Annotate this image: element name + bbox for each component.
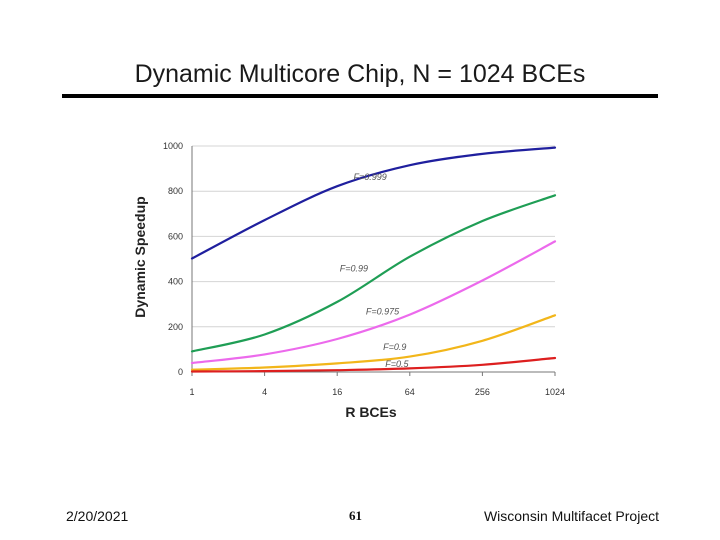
curve-label-f-0-975: F=0.975 — [366, 306, 400, 316]
x-axis-label: R BCEs — [345, 404, 397, 420]
y-tick-label: 1000 — [163, 141, 183, 151]
x-tick-label: 256 — [475, 387, 490, 397]
x-tick-label: 4 — [262, 387, 267, 397]
x-tick-label: 1 — [189, 387, 194, 397]
y-tick-label: 600 — [168, 231, 183, 241]
curve-annotations: F=0.999 F=0.99 F=0.975 F=0.9 F=0.5 — [340, 172, 410, 369]
x-tick-label: 1024 — [545, 387, 565, 397]
footer-date: 2/20/2021 — [66, 508, 129, 524]
series-line-f-0-9 — [190, 314, 557, 371]
curve-label-f-0-9: F=0.9 — [383, 342, 406, 352]
footer-project: Wisconsin Multifacet Project — [483, 508, 659, 524]
curve-label-f-0-5: F=0.5 — [385, 359, 409, 369]
y-tick-label: 800 — [168, 186, 183, 196]
curve-label-f-0-999: F=0.999 — [353, 172, 386, 182]
x-tick-label: 64 — [405, 387, 415, 397]
y-axis-label: Dynamic Speedup — [132, 196, 148, 317]
slide-title: Dynamic Multicore Chip, N = 1024 BCEs — [134, 60, 586, 88]
tick-labels: 0 200 400 600 800 1000 1 4 16 64 256 1024 — [163, 141, 565, 397]
y-tick-label: 0 — [178, 367, 183, 377]
series-line-f-0-975 — [190, 240, 557, 365]
y-tick-label: 200 — [168, 322, 183, 332]
footer-page-number: 61 — [349, 508, 362, 523]
series-line-f-0-99 — [190, 194, 557, 353]
series-lines — [190, 146, 557, 373]
series-line-f-0-5 — [190, 356, 557, 373]
y-tick-label: 400 — [168, 277, 183, 287]
title-underline — [62, 94, 658, 98]
x-tick-label: 16 — [332, 387, 342, 397]
curve-label-f-0-99: F=0.99 — [340, 263, 368, 273]
series-line-f-0-999 — [190, 146, 557, 260]
